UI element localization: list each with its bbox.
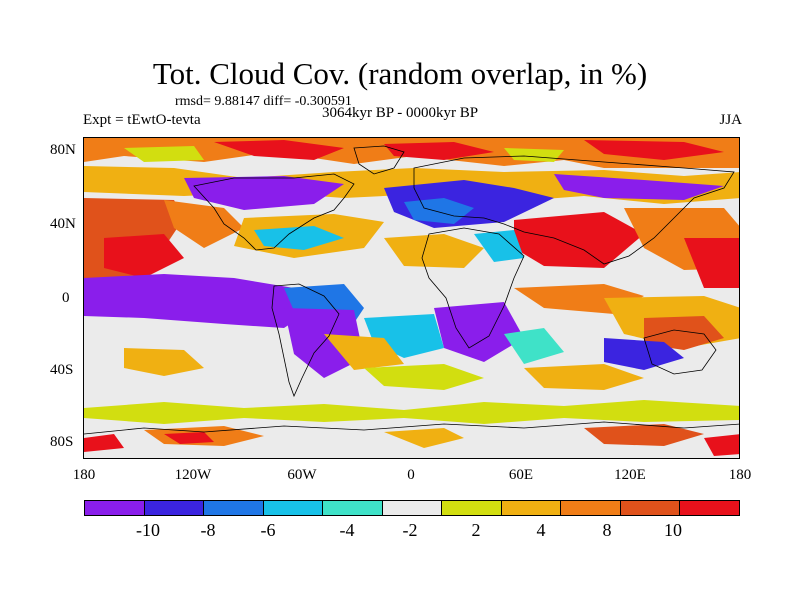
lon-label-120e: 120E — [614, 467, 646, 483]
anomaly-region — [214, 140, 344, 160]
anomaly-region — [164, 200, 244, 248]
australia-coastline — [643, 329, 717, 375]
anomaly-region — [684, 238, 739, 288]
colorbar-label: 10 — [664, 520, 682, 540]
colorbar-segment — [382, 501, 443, 515]
colorbar-label: -8 — [200, 520, 216, 540]
anomaly-region — [504, 148, 564, 162]
colorbar-segment — [144, 501, 205, 515]
anomaly-region — [524, 364, 644, 390]
anomaly-region — [104, 234, 184, 278]
colorbar-label: 4 — [536, 520, 546, 540]
map-plot-area — [83, 137, 740, 459]
north-america-coastline — [193, 173, 355, 251]
anomaly-region — [384, 142, 494, 160]
anomaly-region — [474, 230, 524, 262]
season-label: JJA — [719, 112, 742, 128]
colorbar-segment — [323, 501, 383, 515]
experiment-label: Expt = tEwtO-tevta — [83, 112, 201, 128]
cloud-cover-anomaly-map — [84, 138, 739, 458]
colorbar-segment — [680, 501, 740, 515]
anomaly-region — [644, 316, 724, 350]
lat-label-80n: 80N — [50, 142, 76, 158]
colorbar-label: 8 — [602, 520, 612, 540]
colorbar-label: -2 — [402, 520, 418, 540]
lon-label-60e: 60E — [508, 467, 534, 483]
anomaly-region — [584, 140, 724, 160]
stats-readout: rmsd= 9.88147 diff= -0.300591 — [175, 94, 352, 109]
colorbar — [84, 500, 740, 516]
anomaly-region — [184, 176, 344, 210]
anomaly-region — [604, 338, 684, 370]
period-label: 3064kyr BP - 0000kyr BP — [322, 105, 479, 121]
eurasia-coastline — [413, 155, 735, 265]
anomaly-region — [704, 434, 739, 456]
anomaly-region — [84, 434, 124, 452]
anomaly-region — [364, 364, 484, 390]
anomaly-region — [514, 212, 644, 268]
coastline-layer — [84, 145, 739, 435]
chart-title: Tot. Cloud Cov. (random overlap, in %) — [152, 56, 648, 91]
anomaly-region — [124, 146, 204, 162]
colorbar-segment — [620, 501, 681, 515]
anomaly-region — [384, 428, 464, 448]
south-america-coastline — [271, 283, 340, 398]
colorbar-segment — [263, 501, 324, 515]
lon-label-60w: 60W — [287, 467, 317, 483]
colorbar-label: -6 — [260, 520, 276, 540]
colorbar-segment — [442, 501, 502, 515]
colorbar-segment — [85, 501, 145, 515]
anomaly-region — [434, 302, 524, 362]
colorbar-segment — [561, 501, 621, 515]
anomaly-fill-layer — [84, 138, 739, 458]
colorbar-segment — [501, 501, 562, 515]
anomaly-region — [584, 424, 704, 446]
lat-label-40s: 40S — [50, 362, 74, 378]
anomaly-region — [384, 234, 484, 268]
lat-label-80s: 80S — [50, 434, 74, 450]
lon-label-120w: 120W — [174, 467, 212, 483]
lon-label-0: 0 — [407, 467, 415, 483]
anomaly-region — [124, 348, 204, 376]
anomaly-region — [254, 226, 344, 250]
anomaly-region — [554, 174, 724, 200]
lon-label-180e: 180 — [728, 467, 752, 483]
lat-label-40n: 40N — [50, 216, 76, 232]
lon-label-180w: 180 — [72, 467, 96, 483]
greenland-coastline — [353, 145, 405, 175]
anomaly-region — [284, 308, 364, 378]
lat-label-equator: 0 — [62, 290, 70, 306]
anomaly-region — [504, 328, 564, 364]
anomaly-region — [164, 432, 214, 444]
colorbar-label: 2 — [471, 520, 481, 540]
colorbar-label: -4 — [339, 520, 355, 540]
colorbar-segment — [204, 501, 264, 515]
anomaly-region — [324, 334, 404, 370]
colorbar-label: -10 — [136, 520, 160, 540]
africa-coastline — [421, 227, 525, 349]
antarctica-coastline — [84, 421, 739, 435]
anomaly-region — [84, 400, 739, 424]
anomaly-region — [404, 198, 474, 224]
anomaly-region — [84, 274, 314, 328]
